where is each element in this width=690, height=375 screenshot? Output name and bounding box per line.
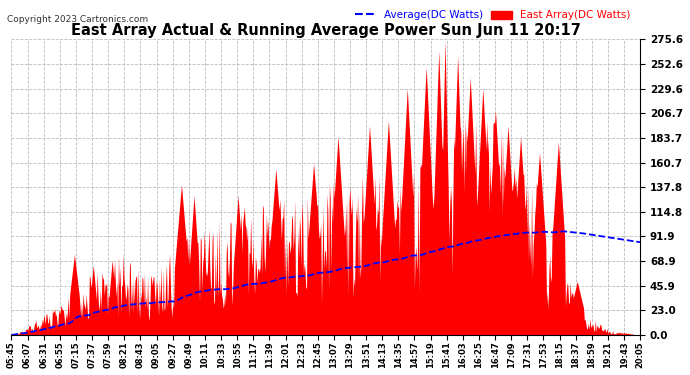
Legend: Average(DC Watts), East Array(DC Watts): Average(DC Watts), East Array(DC Watts) xyxy=(351,6,635,24)
Title: East Array Actual & Running Average Power Sun Jun 11 20:17: East Array Actual & Running Average Powe… xyxy=(71,23,581,38)
Text: Copyright 2023 Cartronics.com: Copyright 2023 Cartronics.com xyxy=(7,15,148,24)
